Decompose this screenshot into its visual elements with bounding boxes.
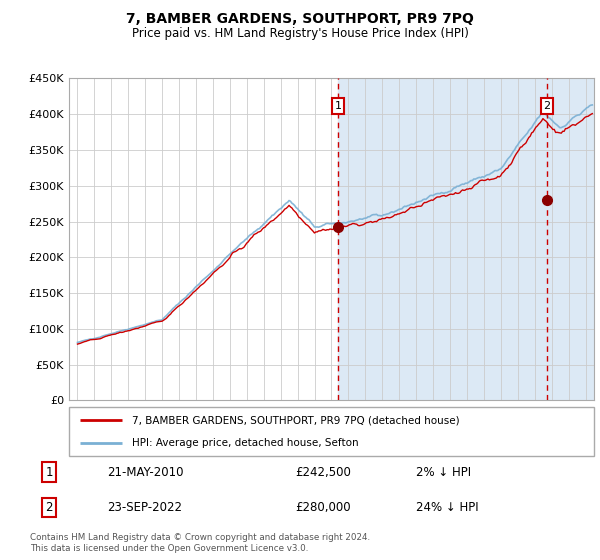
Text: HPI: Average price, detached house, Sefton: HPI: Average price, detached house, Seft…	[132, 438, 359, 448]
FancyBboxPatch shape	[69, 407, 594, 456]
Text: 21-MAY-2010: 21-MAY-2010	[107, 465, 184, 479]
Text: 7, BAMBER GARDENS, SOUTHPORT, PR9 7PQ (detached house): 7, BAMBER GARDENS, SOUTHPORT, PR9 7PQ (d…	[132, 416, 460, 426]
Text: Contains HM Land Registry data © Crown copyright and database right 2024.
This d: Contains HM Land Registry data © Crown c…	[30, 533, 370, 553]
Text: £280,000: £280,000	[295, 501, 350, 514]
Text: 24% ↓ HPI: 24% ↓ HPI	[416, 501, 479, 514]
Text: 2: 2	[46, 501, 53, 514]
Text: 23-SEP-2022: 23-SEP-2022	[107, 501, 182, 514]
Text: £242,500: £242,500	[295, 465, 351, 479]
Text: Price paid vs. HM Land Registry's House Price Index (HPI): Price paid vs. HM Land Registry's House …	[131, 27, 469, 40]
Text: 1: 1	[46, 465, 53, 479]
Text: 7, BAMBER GARDENS, SOUTHPORT, PR9 7PQ: 7, BAMBER GARDENS, SOUTHPORT, PR9 7PQ	[126, 12, 474, 26]
Text: 2: 2	[544, 101, 551, 111]
Text: 1: 1	[334, 101, 341, 111]
Text: 2% ↓ HPI: 2% ↓ HPI	[416, 465, 472, 479]
Bar	[338, 78, 594, 400]
